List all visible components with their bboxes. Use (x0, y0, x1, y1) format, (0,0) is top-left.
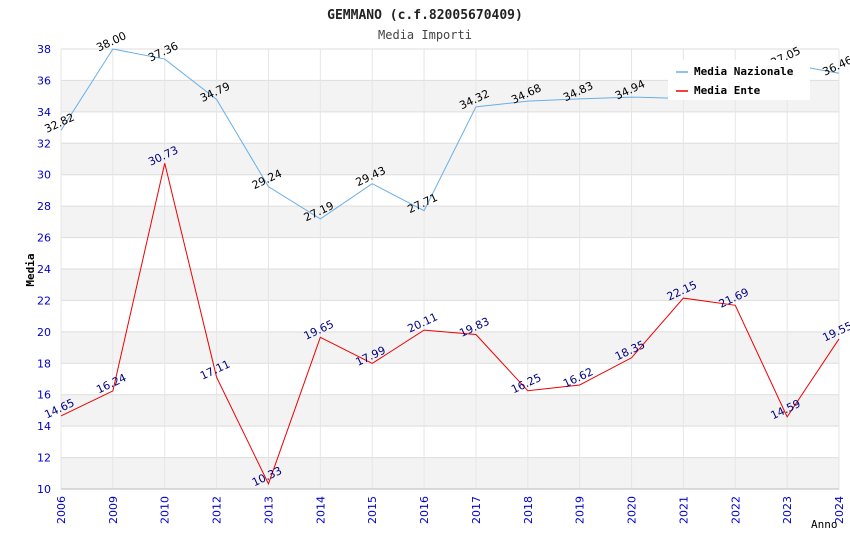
x-tick-label: 2015 (366, 496, 379, 524)
x-tick-label: 2022 (729, 496, 742, 524)
x-axis: 2006 2009 2010 2012 2013 2014 2015 2016 2017 2018… (55, 496, 846, 524)
data-label-media-nazionale: 37.36 (146, 39, 180, 64)
chart-subtitle: Media Importi (378, 28, 472, 42)
y-tick-label: 24 (37, 263, 51, 276)
x-tick-label: 2009 (107, 496, 120, 524)
y-tick-label: 18 (37, 357, 51, 370)
data-label-media-ente: 16.25 (509, 371, 543, 396)
x-tick-label: 2013 (262, 496, 275, 524)
y-axis-label: Media (24, 253, 37, 286)
background-band (61, 331, 839, 364)
legend-box (668, 60, 810, 100)
y-tick-label: 10 (37, 483, 51, 496)
y-tick-label: 20 (37, 326, 51, 339)
data-label-media-ente: 16.24 (94, 371, 128, 396)
data-label-media-ente: 16.62 (561, 365, 595, 390)
x-tick-label: 2016 (418, 496, 431, 524)
x-tick-label: 2012 (211, 496, 224, 524)
x-tick-label: 2018 (522, 496, 535, 524)
y-tick-label: 36 (37, 74, 51, 87)
x-tick-label: 2019 (574, 496, 587, 524)
x-tick-label: 2017 (470, 496, 483, 524)
y-tick-label: 26 (37, 232, 51, 245)
x-tick-label: 2006 (55, 496, 68, 524)
y-tick-label: 38 (37, 43, 51, 56)
x-tick-label: 2020 (626, 496, 639, 524)
x-tick-label: 2010 (159, 496, 172, 524)
background-band (61, 269, 839, 301)
x-tick-label: 2023 (781, 496, 794, 524)
y-tick-label: 12 (37, 452, 51, 465)
legend-label-media-nazionale: Media Nazionale (694, 65, 794, 78)
y-tick-label: 30 (37, 169, 51, 182)
background-band (61, 206, 839, 238)
background-band (61, 457, 839, 489)
x-tick-label: 2024 (833, 496, 846, 524)
legend: Media Nazionale Media Ente (668, 60, 810, 100)
background-bands (61, 80, 839, 489)
y-axis: 10 12 14 16 18 20 22 24 26 28 30 32 34 36 38 (37, 43, 51, 496)
x-tick-label: 2021 (677, 496, 690, 524)
data-label-media-nazionale: 36.46 (820, 53, 850, 78)
chart-title: GEMMANO (c.f.82005670409) (327, 8, 523, 23)
y-tick-label: 32 (37, 137, 51, 150)
y-tick-label: 22 (37, 294, 51, 307)
x-axis-label: Anno (811, 518, 838, 531)
y-tick-label: 14 (37, 420, 51, 433)
legend-label-media-ente: Media Ente (694, 84, 761, 97)
y-tick-label: 16 (37, 389, 51, 402)
background-band (61, 394, 839, 427)
y-tick-label: 28 (37, 200, 51, 213)
series-line-media-ente (60, 163, 840, 486)
x-tick-label: 2014 (314, 496, 327, 524)
y-tick-label: 34 (37, 106, 51, 119)
